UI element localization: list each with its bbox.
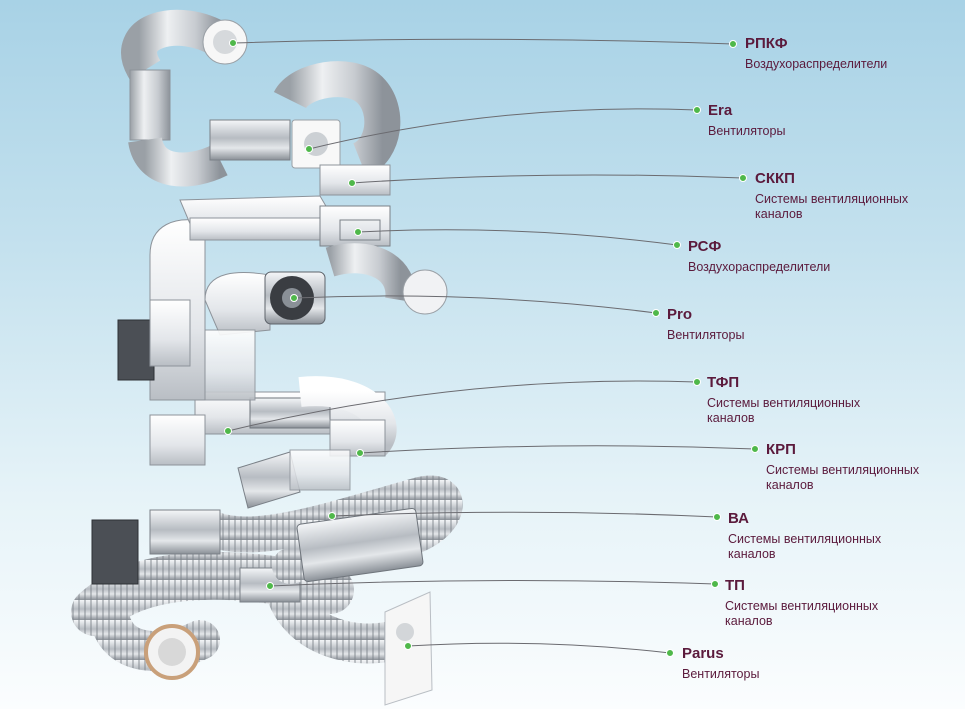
leader-dot-end <box>666 649 674 657</box>
leader-line <box>331 511 718 518</box>
callout-era: Era Вентиляторы <box>708 102 898 139</box>
callout-description: Вентиляторы <box>682 667 760 681</box>
callout-parus: Parus Вентиляторы <box>682 645 872 682</box>
leader-dot-end <box>711 580 719 588</box>
callout-title: КРП <box>766 441 796 458</box>
leader-dot-start <box>229 39 237 47</box>
top-duct-loop <box>121 9 401 196</box>
callout-title: Parus <box>682 645 724 662</box>
callout-title: РПКФ <box>745 35 788 52</box>
pro-fan <box>264 243 448 325</box>
callout-rpkf: РПКФ Воздухораспределители <box>745 35 935 72</box>
callout-title: СККП <box>755 170 795 187</box>
callout-va: ВА Системы вентиляционных каналов <box>728 510 918 562</box>
leader-line <box>308 108 698 150</box>
callout-description: Системы вентиляционных каналов <box>755 192 909 221</box>
leader-line <box>227 380 698 432</box>
leader-dot-start <box>305 145 313 153</box>
callout-title: ТП <box>725 577 745 594</box>
callout-description: Воздухораспределители <box>688 260 831 274</box>
leader-lines <box>224 38 759 657</box>
leader-dot-end <box>739 174 747 182</box>
leader-dot-end <box>652 309 660 317</box>
callout-pro: Pro Вентиляторы <box>667 306 857 343</box>
leader-dot-start <box>224 427 232 435</box>
vertical-duct-left <box>117 219 206 401</box>
leader-dot-end <box>673 241 681 249</box>
callout-krp: КРП Системы вентиляционных каналов <box>766 441 956 493</box>
callout-description: Вентиляторы <box>708 124 786 138</box>
callout-title: Era <box>708 102 733 119</box>
callout-description: Системы вентиляционных каналов <box>725 599 879 628</box>
leader-dot-start <box>354 228 362 236</box>
flexible-duct-bottom <box>71 551 415 680</box>
callout-tfp: ТФП Системы вентиляционных каналов <box>707 374 897 426</box>
leader-dot-end <box>713 513 721 521</box>
leader-dot-end <box>693 106 701 114</box>
leader-dot-end <box>729 40 737 48</box>
leader-dot-end <box>693 378 701 386</box>
callout-rsf: РСФ Воздухораспределители <box>688 238 878 275</box>
callout-tp: ТП Системы вентиляционных каналов <box>725 577 915 629</box>
callout-description: Системы вентиляционных каналов <box>728 532 882 561</box>
leader-dot-end <box>751 445 759 453</box>
leader-dot-start <box>348 179 356 187</box>
callout-title: ТФП <box>707 374 740 391</box>
leader-dot-start <box>290 294 298 302</box>
leader-line <box>232 38 734 45</box>
leader-dot-start <box>266 582 274 590</box>
leader-line <box>293 295 657 314</box>
rect-duct-lower <box>149 376 397 491</box>
callout-title: Pro <box>667 306 693 323</box>
leader-line <box>357 229 678 246</box>
callout-description: Вентиляторы <box>667 328 745 342</box>
leader-line <box>351 174 744 184</box>
callout-description: Системы вентиляционных каналов <box>707 396 861 425</box>
leader-line <box>407 642 671 654</box>
leader-dot-start <box>356 449 364 457</box>
flexible-duct-middle <box>91 451 463 585</box>
callout-description: Воздухораспределители <box>745 57 888 71</box>
callout-skkp: СККП Системы вентиляционных каналов <box>755 170 945 222</box>
leader-line <box>269 579 716 587</box>
leader-dot-start <box>404 642 412 650</box>
leader-dot-start <box>328 512 336 520</box>
callout-description: Системы вентиляционных каналов <box>766 463 920 492</box>
callout-title: РСФ <box>688 238 722 255</box>
leader-line <box>359 445 756 454</box>
callout-title: ВА <box>728 510 749 527</box>
rect-duct-upper <box>179 195 391 401</box>
